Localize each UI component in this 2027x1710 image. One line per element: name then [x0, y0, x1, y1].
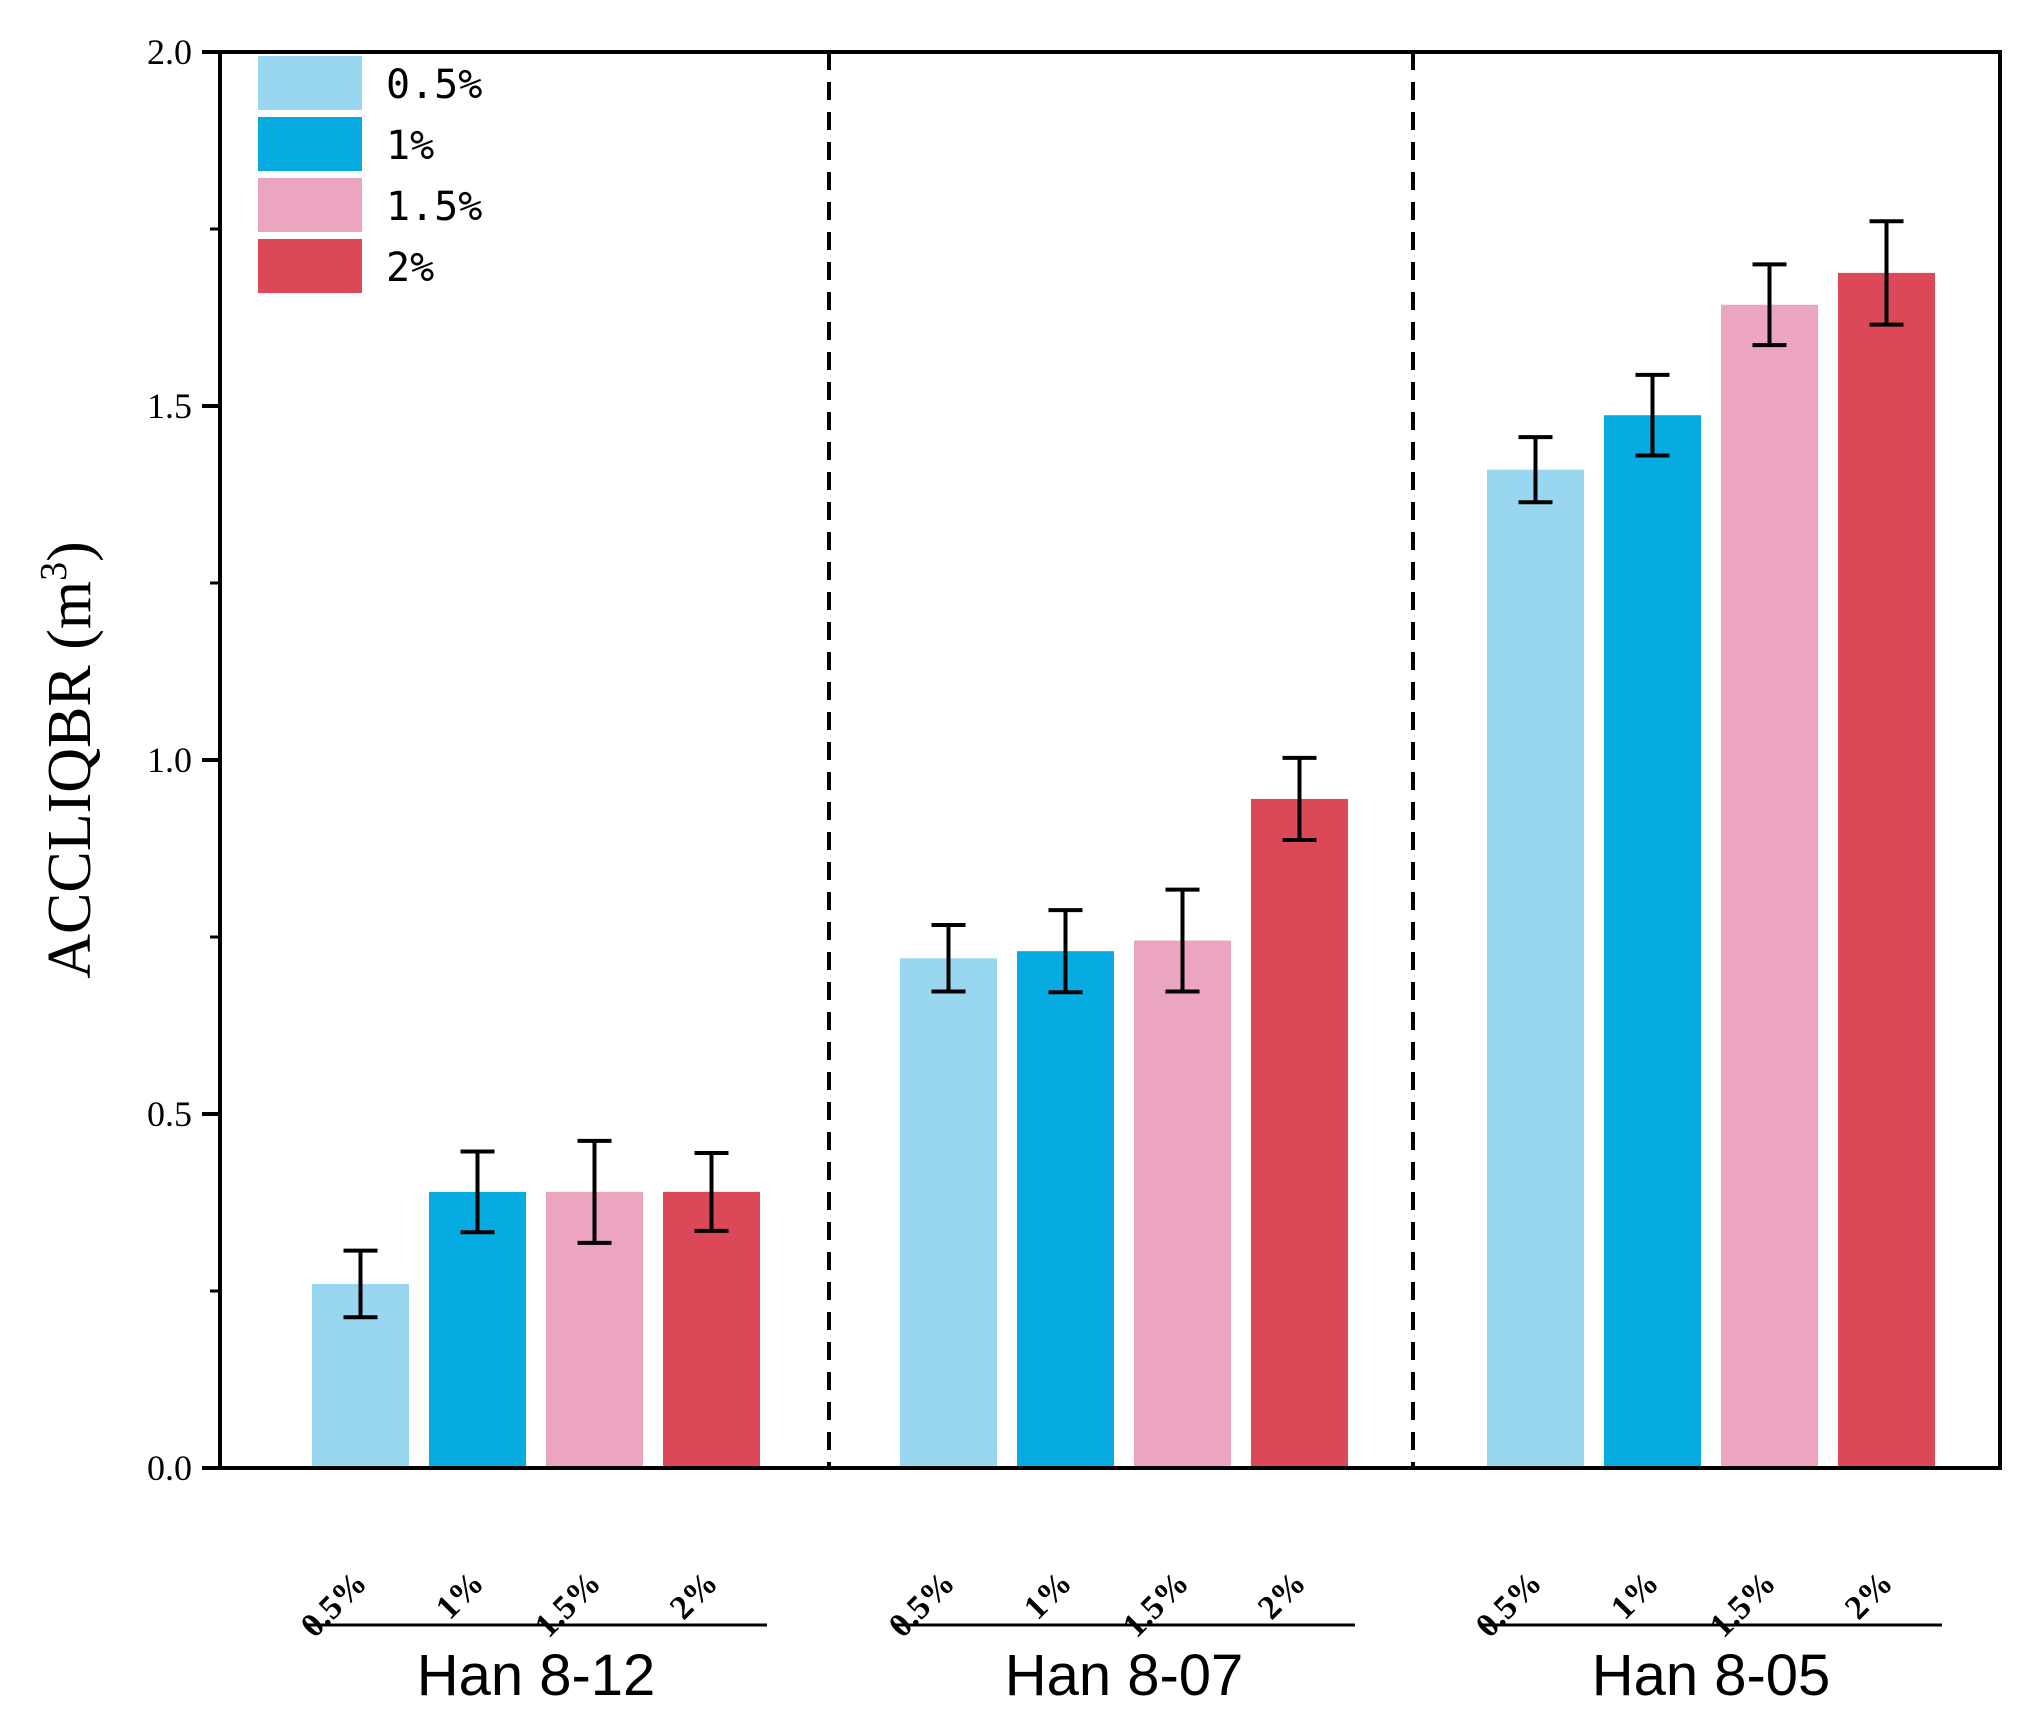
- legend-item: 1%: [258, 117, 434, 171]
- error-bar: [343, 1248, 378, 1320]
- y-tick-label: 2.0: [147, 32, 192, 72]
- x-tick-label: 1%: [429, 1564, 491, 1626]
- error-bar: [577, 1138, 612, 1245]
- error-bar: [1048, 908, 1083, 995]
- error-bar: [694, 1150, 729, 1233]
- legend: 0.5% 1% 1.5% 2%: [258, 56, 482, 293]
- y-tick-label: 1.5: [147, 386, 192, 426]
- x-tick-label: 0.5%: [1469, 1564, 1549, 1644]
- x-tick-label: 1%: [1017, 1564, 1079, 1626]
- error-bar: [1635, 372, 1670, 458]
- error-bars-layer: [343, 219, 1904, 1320]
- x-tick-label: 1.5%: [1703, 1564, 1783, 1644]
- legend-label: 1%: [386, 123, 434, 169]
- legend-swatch: [258, 178, 362, 232]
- y-axis-title: ACCLIQBR (m3): [33, 541, 104, 979]
- legend-item: 1.5%: [258, 178, 482, 232]
- bar: [1017, 951, 1114, 1468]
- error-bar: [1282, 755, 1317, 843]
- bars-layer: [312, 272, 1935, 1469]
- error-bar: [1165, 887, 1200, 994]
- bar: [1838, 272, 1935, 1468]
- x-tick-label: 2%: [1251, 1564, 1313, 1626]
- legend-item: 2%: [258, 239, 434, 293]
- error-bar: [1869, 219, 1904, 327]
- y-axis: 0.0 0.5 1.0 1.5 2.0: [147, 32, 220, 1488]
- legend-swatch: [258, 56, 362, 110]
- legend-item: 0.5%: [258, 56, 482, 110]
- error-bar: [931, 922, 966, 994]
- bar: [1604, 415, 1701, 1469]
- bar: [663, 1191, 760, 1468]
- legend-label: 2%: [386, 245, 434, 291]
- x-tick-label: 0.5%: [294, 1564, 374, 1644]
- bar: [1134, 940, 1231, 1468]
- legend-swatch: [258, 117, 362, 171]
- legend-swatch: [258, 239, 362, 293]
- x-tick-label: 1%: [1604, 1564, 1666, 1626]
- y-axis-title-main: ACCLIQBR (m: [36, 581, 104, 979]
- y-axis-title-superscript: 3: [33, 562, 75, 581]
- error-bar: [1518, 435, 1553, 505]
- legend-label: 0.5%: [386, 62, 482, 108]
- group-label: Han 8-05: [1592, 1643, 1831, 1708]
- y-tick-label: 1.0: [147, 740, 192, 780]
- y-axis-title-close: ): [36, 541, 104, 562]
- x-tick-label: 0.5%: [882, 1564, 962, 1644]
- x-tick-label: 1.5%: [1116, 1564, 1196, 1644]
- error-bar: [460, 1149, 495, 1235]
- x-tick-label: 1.5%: [528, 1564, 608, 1644]
- group-dividers: [827, 52, 1415, 1468]
- y-tick-label: 0.5: [147, 1094, 192, 1134]
- y-axis-label: ACCLIQBR (m3): [33, 541, 104, 979]
- group-label: Han 8-07: [1005, 1643, 1244, 1708]
- group-label: Han 8-12: [417, 1643, 656, 1708]
- x-axis: 0.5% 1% 1.5% 2%Han 8-120.5% 1% 1.5% 2%Han 8-07…: [294, 1564, 1942, 1708]
- y-tick-label: 0.0: [147, 1448, 192, 1488]
- bar: [429, 1191, 526, 1468]
- bar: [900, 958, 997, 1468]
- bar: [1721, 304, 1818, 1469]
- bar: [1487, 469, 1584, 1469]
- x-tick-label: 2%: [1838, 1564, 1900, 1626]
- bar: [1251, 798, 1348, 1468]
- legend-label: 1.5%: [386, 184, 482, 230]
- error-bar: [1752, 262, 1787, 348]
- x-tick-label: 2%: [663, 1564, 725, 1626]
